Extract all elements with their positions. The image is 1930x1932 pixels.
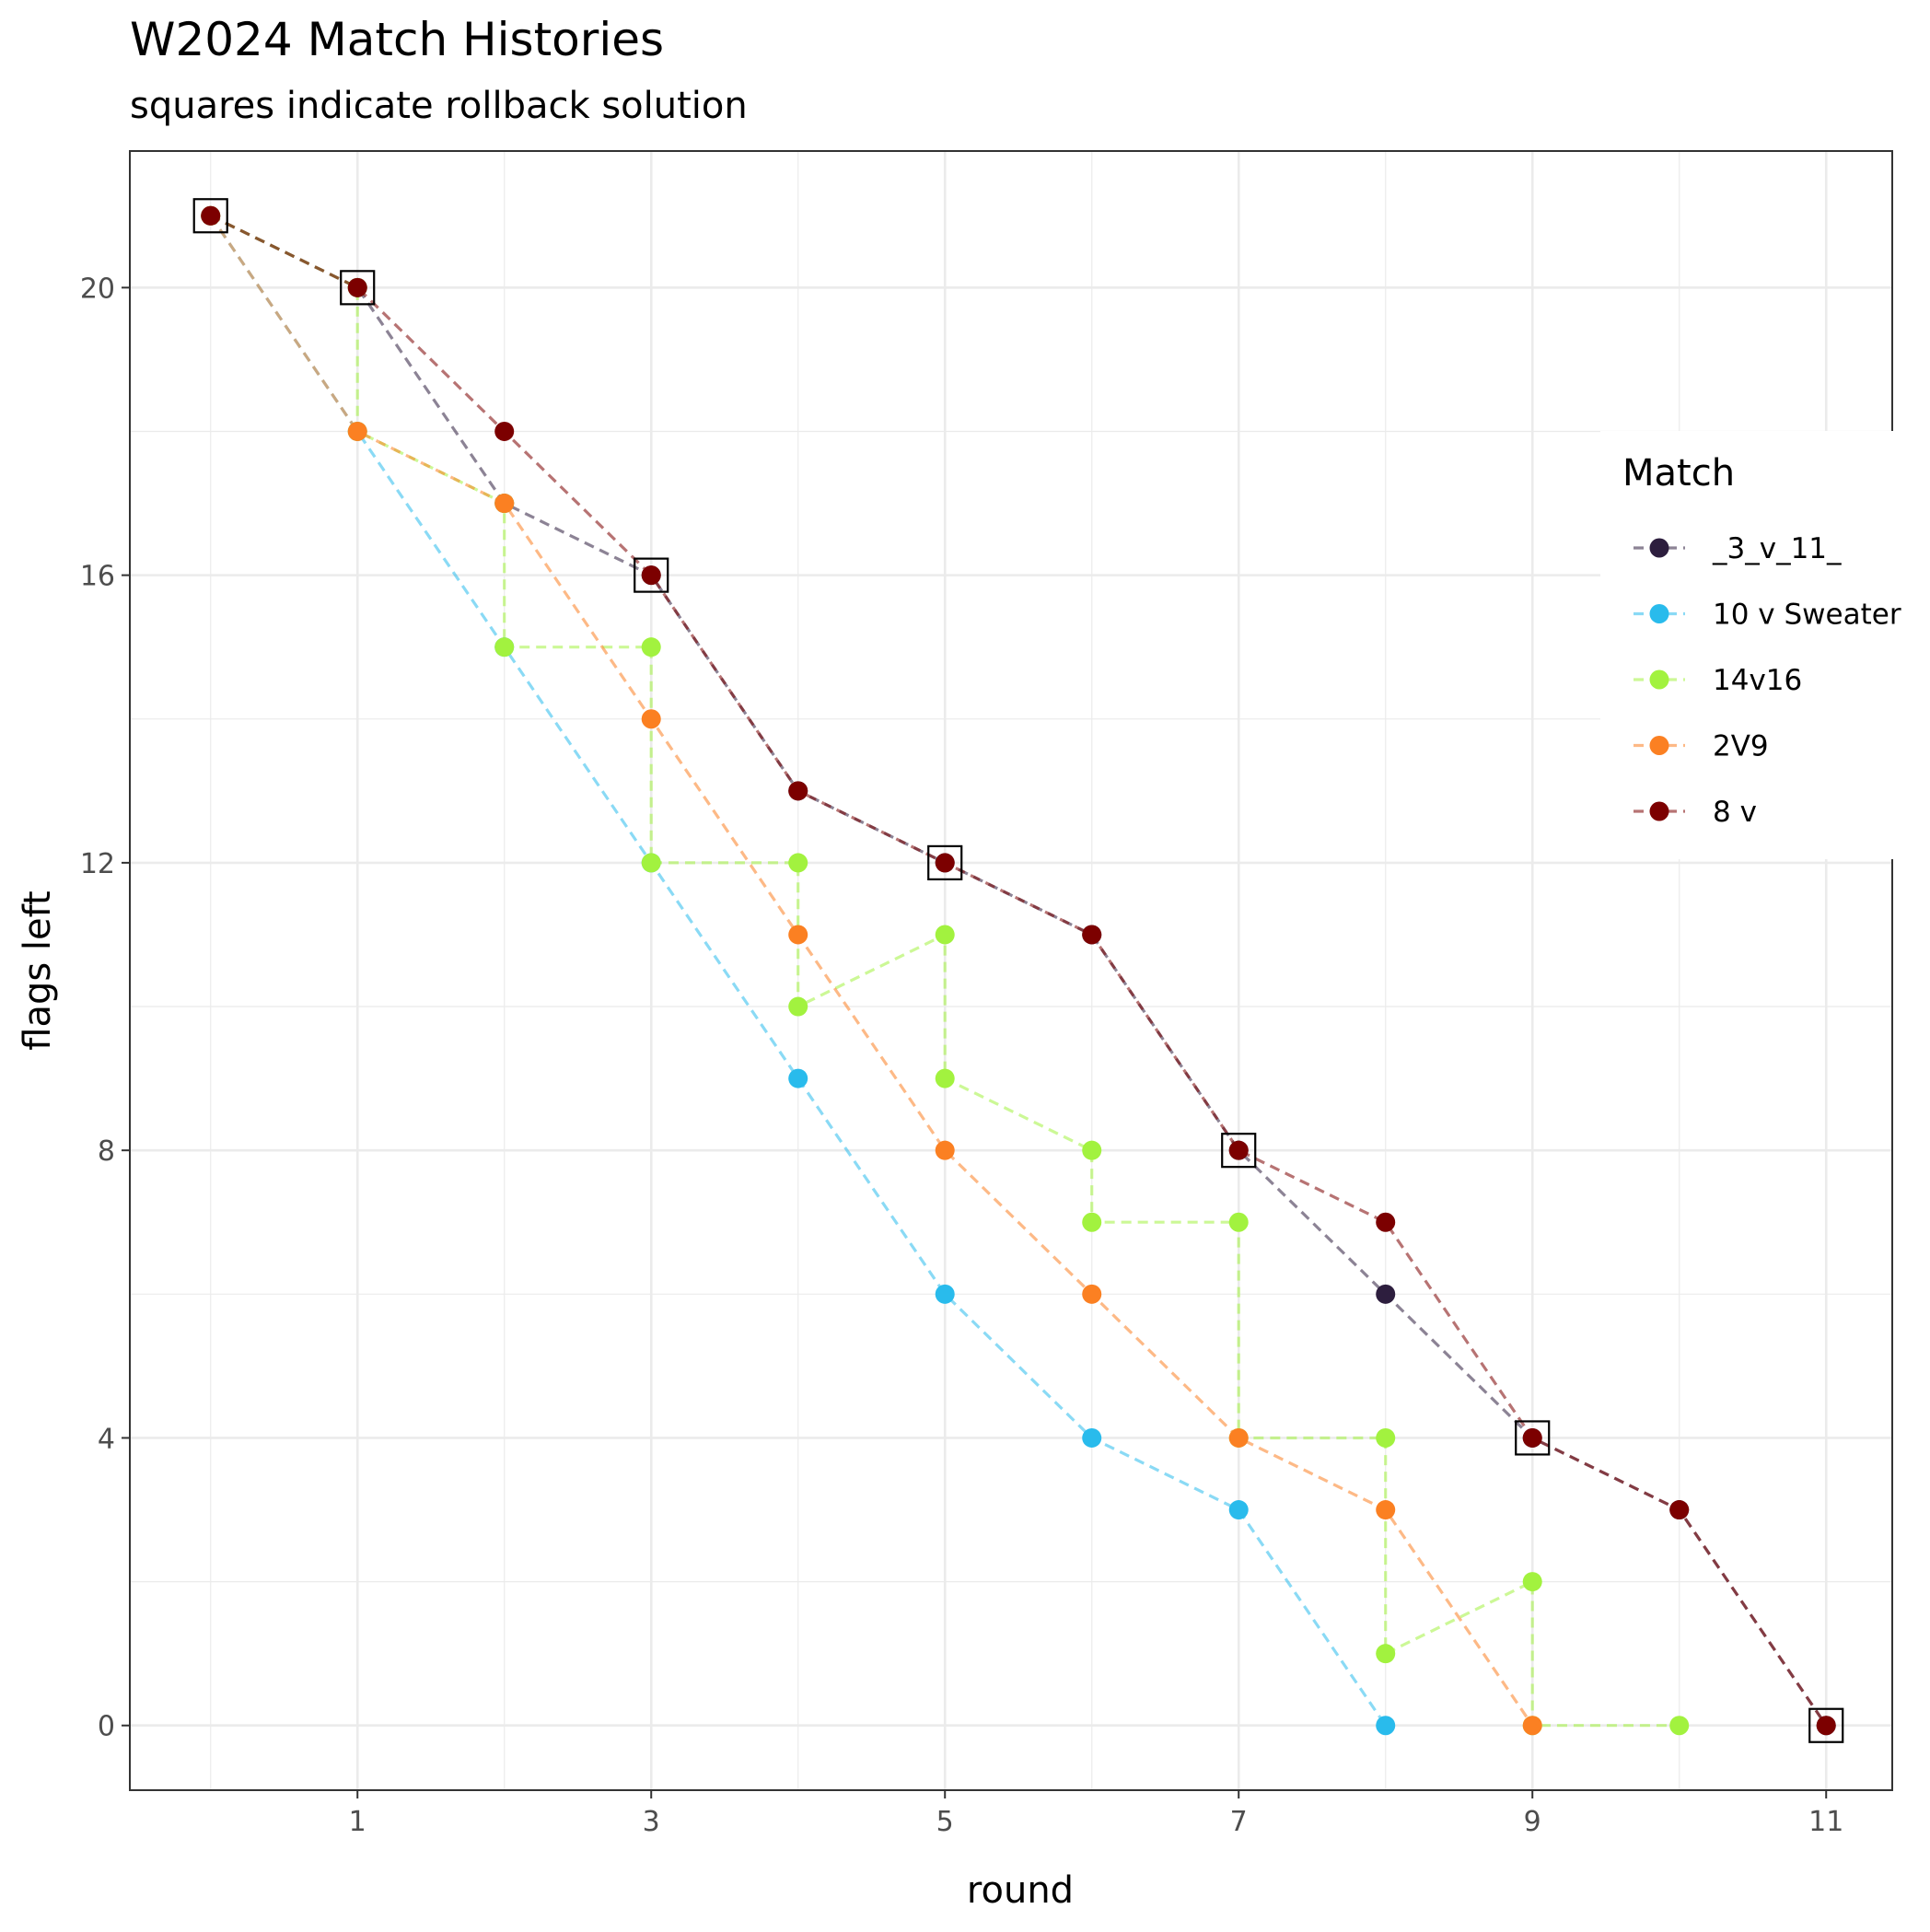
- data-point: [1376, 1500, 1396, 1520]
- data-point: [935, 853, 955, 873]
- legend-label: _3_v_11_: [1712, 532, 1842, 565]
- x-tick-label: 7: [1230, 1806, 1248, 1838]
- data-point: [1376, 1212, 1396, 1232]
- legend-label: 2V9: [1713, 730, 1769, 763]
- data-point: [1228, 1427, 1249, 1448]
- legend-key-point: [1649, 669, 1669, 690]
- x-tick-label: 11: [1808, 1806, 1843, 1838]
- y-tick-label: 8: [98, 1135, 115, 1168]
- data-point: [201, 205, 221, 226]
- x-tick-label: 9: [1524, 1806, 1541, 1838]
- plot-panel-border: [129, 150, 1893, 1791]
- y-tick-label: 12: [80, 848, 115, 880]
- data-point: [1082, 1212, 1102, 1232]
- chart-subtitle: squares indicate rollback solution: [130, 85, 748, 127]
- data-point: [788, 1068, 808, 1088]
- legend-items: _3_v_11_ 10 v Sweater 14v16 2V9 8 v: [1634, 532, 1901, 829]
- rollback-square: [1515, 1420, 1551, 1456]
- data-point: [641, 709, 661, 729]
- data-point: [1228, 1212, 1249, 1232]
- series-line: [209, 214, 1828, 1727]
- data-point: [1082, 1140, 1102, 1160]
- y-tick-label: 4: [98, 1423, 115, 1455]
- data-point: [1082, 1284, 1102, 1304]
- data-point: [1376, 1427, 1396, 1448]
- series-line: [209, 215, 1534, 1727]
- x-axis-title: round: [967, 1869, 1074, 1912]
- data-point: [1082, 925, 1102, 945]
- x-tick-label: 5: [936, 1806, 954, 1838]
- data-point: [1669, 1716, 1690, 1736]
- legend-key-point: [1649, 801, 1669, 821]
- x-tick-label: 1: [349, 1806, 366, 1838]
- legend: Match _3_v_11_ 10 v Sweater 14v16 2V9 8 v: [1600, 431, 1928, 859]
- data-point: [1522, 1572, 1542, 1592]
- data-point: [1669, 1500, 1690, 1520]
- data-point: [935, 925, 955, 945]
- data-point: [347, 421, 367, 441]
- data-point: [935, 1140, 955, 1160]
- legend-key-point: [1649, 604, 1669, 623]
- data-point: [1522, 1716, 1542, 1736]
- legend-label: 8 v: [1713, 796, 1757, 829]
- data-point: [641, 853, 661, 873]
- legend-label: 10 v Sweater: [1713, 599, 1901, 632]
- chart-title: W2024 Match Histories: [130, 13, 664, 66]
- rollback-square: [340, 270, 376, 306]
- data-point: [1376, 1716, 1396, 1736]
- data-point: [641, 565, 661, 586]
- legend-background: [1600, 431, 1928, 859]
- rollback-square: [1221, 1133, 1257, 1169]
- series-lines: [209, 214, 1828, 1728]
- legend-label: 14v16: [1713, 664, 1802, 697]
- data-point: [1082, 1427, 1102, 1448]
- data-point: [788, 925, 808, 945]
- rollback-square: [1808, 1707, 1844, 1743]
- data-point: [1228, 1140, 1249, 1160]
- data-point: [1522, 1427, 1542, 1448]
- legend-title: Match: [1622, 452, 1735, 495]
- rollback-square: [192, 198, 228, 234]
- rollback-markers: [192, 198, 1844, 1743]
- y-tick-label: 0: [98, 1711, 115, 1743]
- data-point: [788, 781, 808, 801]
- x-axis: 1 3 5 7 9 11: [349, 1790, 1843, 1838]
- data-point: [641, 637, 661, 658]
- y-tick-label: 16: [80, 561, 115, 593]
- data-point: [788, 996, 808, 1017]
- data-point: [1228, 1500, 1249, 1520]
- data-point: [935, 1284, 955, 1304]
- data-point: [494, 637, 515, 658]
- rollback-square: [634, 557, 669, 593]
- data-point: [788, 853, 808, 873]
- rollback-square: [927, 844, 963, 880]
- y-axis: 0 4 8 12 16 20: [80, 273, 130, 1743]
- data-point: [1816, 1716, 1836, 1736]
- data-point: [347, 277, 367, 297]
- data-point: [494, 421, 515, 441]
- data-point: [1376, 1284, 1396, 1304]
- x-tick-label: 3: [643, 1806, 660, 1838]
- y-tick-label: 20: [80, 273, 115, 305]
- series-points: [201, 205, 1836, 1736]
- legend-key-point: [1649, 736, 1669, 755]
- y-axis-title: flags left: [17, 890, 59, 1050]
- data-point: [1376, 1644, 1396, 1664]
- legend-key-point: [1649, 538, 1669, 558]
- data-point: [494, 494, 515, 514]
- data-point: [935, 1068, 955, 1088]
